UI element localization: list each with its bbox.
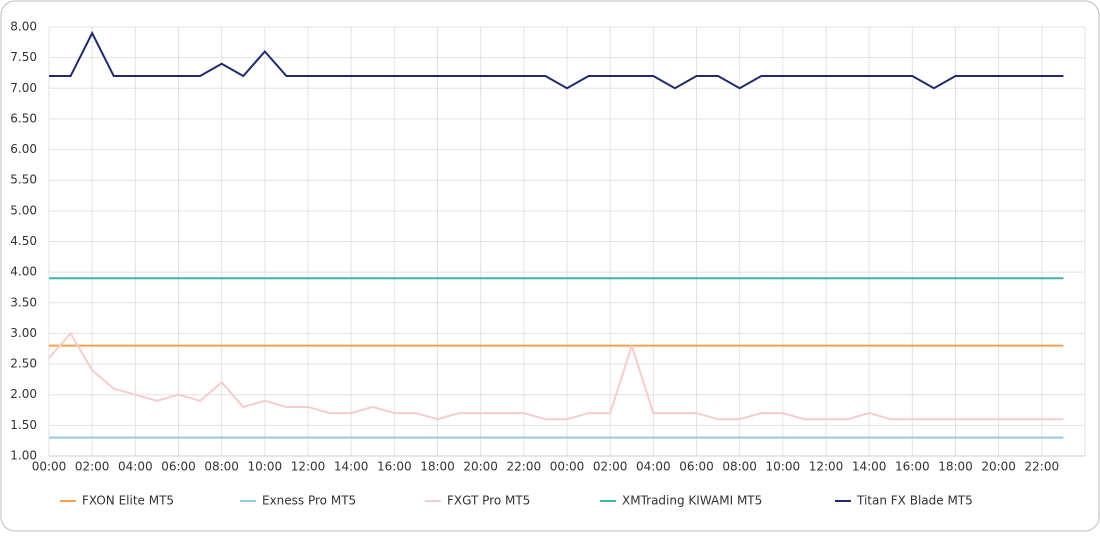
y-tick-label: 6.00: [10, 142, 37, 156]
y-tick-label: 4.00: [10, 265, 37, 279]
y-tick-label: 7.50: [10, 50, 37, 64]
x-tick-label: 14:00: [852, 460, 887, 474]
y-tick-label: 3.00: [10, 326, 37, 340]
x-tick-label: 20:00: [463, 460, 498, 474]
x-tick-label: 10:00: [766, 460, 801, 474]
y-tick-label: 8.00: [10, 20, 37, 34]
legend-label: XMTrading KIWAMI MT5: [622, 494, 762, 508]
x-tick-label: 02:00: [75, 460, 110, 474]
x-tick-label: 12:00: [809, 460, 844, 474]
x-tick-label: 02:00: [593, 460, 628, 474]
x-tick-label: 08:00: [204, 460, 239, 474]
x-tick-label: 04:00: [118, 460, 153, 474]
y-tick-label: 1.50: [10, 418, 37, 432]
y-tick-label: 2.00: [10, 387, 37, 401]
legend-label: Exness Pro MT5: [262, 494, 356, 508]
y-tick-label: 4.50: [10, 234, 37, 248]
x-tick-label: 18:00: [938, 460, 973, 474]
x-tick-label: 18:00: [420, 460, 455, 474]
x-tick-label: 22:00: [1025, 460, 1060, 474]
x-tick-label: 06:00: [161, 460, 196, 474]
legend-label: Titan FX Blade MT5: [856, 494, 973, 508]
legend-label: FXON Elite MT5: [82, 494, 174, 508]
x-tick-label: 08:00: [722, 460, 757, 474]
y-tick-label: 5.50: [10, 173, 37, 187]
legend-label: FXGT Pro MT5: [447, 494, 530, 508]
x-tick-label: 04:00: [636, 460, 671, 474]
y-tick-label: 3.50: [10, 295, 37, 309]
series-line: [49, 30, 1064, 90]
y-tick-label: 5.00: [10, 203, 37, 217]
x-tick-label: 20:00: [981, 460, 1016, 474]
y-tick-label: 2.50: [10, 357, 37, 371]
y-tick-label: 1.00: [10, 449, 37, 463]
x-tick-label: 22:00: [507, 460, 542, 474]
x-tick-label: 00:00: [550, 460, 585, 474]
x-tick-label: 00:00: [32, 460, 67, 474]
x-tick-label: 14:00: [334, 460, 369, 474]
x-tick-label: 06:00: [679, 460, 714, 474]
x-tick-label: 10:00: [248, 460, 283, 474]
x-tick-label: 16:00: [377, 460, 412, 474]
y-tick-label: 6.50: [10, 111, 37, 125]
series-line: [48, 331, 1064, 421]
y-tick-label: 7.00: [10, 81, 37, 95]
x-tick-label: 12:00: [291, 460, 326, 474]
x-tick-label: 16:00: [895, 460, 930, 474]
